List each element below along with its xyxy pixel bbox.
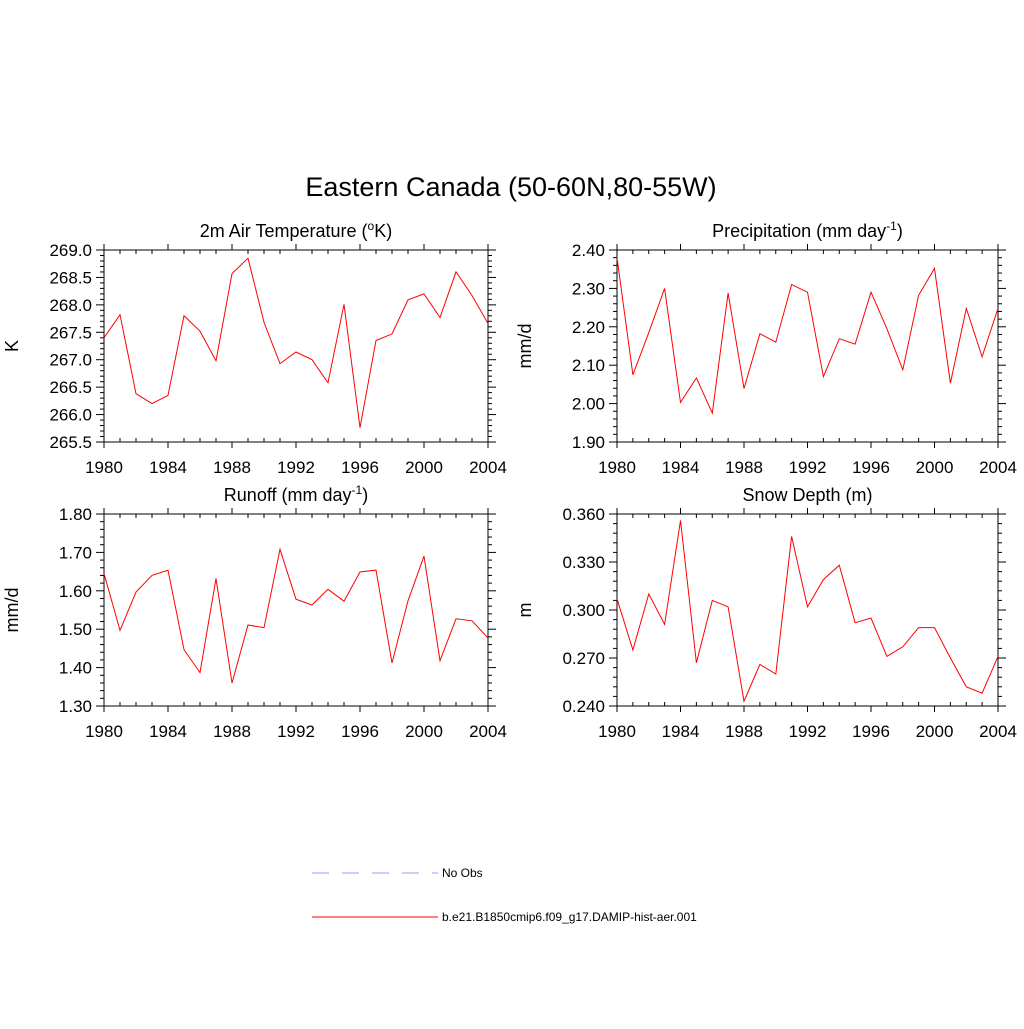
series-line-model [103, 547, 489, 684]
y-tick-label: 0.270 [562, 649, 605, 668]
y-tick-label: 1.50 [59, 620, 92, 639]
x-tick-label: 1988 [213, 722, 251, 741]
series-line-model [616, 520, 999, 703]
panel-title: 2m Air Temperature (oK) [200, 219, 392, 241]
x-tick-label: 2004 [979, 458, 1017, 477]
y-tick-label: 269.0 [49, 241, 92, 260]
y-tick-label: 2.20 [572, 318, 605, 337]
x-tick-label: 1992 [277, 458, 315, 477]
x-tick-label: 1984 [149, 722, 187, 741]
chart-panel-2: 1980 1984 1988 1992 1996 2000 2004 1.90 2.00 2.10… [515, 219, 1017, 477]
x-tick-label: 2004 [469, 458, 507, 477]
plot-frame [616, 249, 999, 443]
x-tick-label: 1996 [852, 722, 890, 741]
x-tick-label: 1984 [662, 458, 700, 477]
y-axis-label: mm/d [515, 324, 535, 369]
y-tick-label: 0.330 [562, 553, 605, 572]
chart-panel-4: 1980 1984 1988 1992 1996 2000 2004 0.240 0.270 0.… [515, 485, 1017, 741]
x-tick-label: 1996 [852, 458, 890, 477]
x-tick-label: 1980 [85, 458, 123, 477]
y-tick-label: 2.10 [572, 356, 605, 375]
y-tick-label: 266.5 [49, 378, 92, 397]
y-tick-label: 267.5 [49, 323, 92, 342]
panel-title: Snow Depth (m) [742, 485, 872, 505]
y-tick-label: 1.40 [59, 659, 92, 678]
plot-frame [103, 513, 489, 707]
legend-label-no-obs: No Obs [442, 866, 483, 880]
y-tick-label: 0.240 [562, 697, 605, 716]
x-tick-label: 1996 [341, 458, 379, 477]
y-axis-label: mm/d [2, 588, 22, 633]
x-tick-label: 1988 [213, 458, 251, 477]
y-tick-label: 2.40 [572, 241, 605, 260]
series-line-model [616, 257, 999, 416]
y-tick-label: 1.30 [59, 697, 92, 716]
y-tick-label: 1.90 [572, 433, 605, 452]
y-tick-label: 2.00 [572, 395, 605, 414]
x-tick-label: 2004 [469, 722, 507, 741]
x-tick-label: 1980 [598, 722, 636, 741]
x-tick-label: 1980 [85, 722, 123, 741]
panel-title: Precipitation (mm day-1) [712, 219, 903, 241]
y-tick-label: 265.5 [49, 433, 92, 452]
x-tick-label: 1984 [662, 722, 700, 741]
panels: 1980 1984 1988 1992 1996 2000 2004 265.5 266.0 26… [2, 219, 1017, 741]
legend-label-model: b.e21.B1850cmip6.f09_g17.DAMIP-hist-aer.… [442, 910, 697, 924]
x-tick-label: 1988 [725, 458, 763, 477]
plot-frame [103, 249, 489, 443]
y-axis-label: m [515, 603, 535, 618]
y-tick-label: 0.300 [562, 601, 605, 620]
x-tick-label: 1996 [341, 722, 379, 741]
y-tick-label: 268.0 [49, 296, 92, 315]
x-tick-label: 2000 [916, 458, 954, 477]
plot-frame [616, 513, 999, 707]
x-tick-label: 2000 [405, 458, 443, 477]
x-tick-label: 1988 [725, 722, 763, 741]
y-tick-label: 2.30 [572, 279, 605, 298]
panel-title: Runoff (mm day-1) [224, 483, 368, 505]
x-tick-label: 1992 [789, 458, 827, 477]
y-tick-label: 1.60 [59, 582, 92, 601]
x-tick-label: 2004 [979, 722, 1017, 741]
legend: No Obs b.e21.B1850cmip6.f09_g17.DAMIP-hi… [312, 866, 697, 924]
y-axis-label: K [2, 340, 22, 352]
y-tick-label: 268.5 [49, 268, 92, 287]
figure-title: Eastern Canada (50-60N,80-55W) [305, 172, 716, 202]
x-tick-label: 1992 [789, 722, 827, 741]
y-tick-label: 1.80 [59, 505, 92, 524]
chart-panel-1: 1980 1984 1988 1992 1996 2000 2004 265.5 266.0 26… [2, 219, 507, 477]
x-tick-label: 2000 [916, 722, 954, 741]
y-tick-label: 266.0 [49, 406, 92, 425]
y-tick-label: 1.70 [59, 543, 92, 562]
x-tick-label: 1992 [277, 722, 315, 741]
y-tick-label: 0.360 [562, 505, 605, 524]
x-tick-label: 1984 [149, 458, 187, 477]
y-tick-label: 267.0 [49, 351, 92, 370]
x-tick-label: 1980 [598, 458, 636, 477]
series-line-model [103, 257, 489, 428]
x-tick-label: 2000 [405, 722, 443, 741]
chart-panel-3: 1980 1984 1988 1992 1996 2000 2004 1.30 1.40 1.50… [2, 483, 507, 741]
